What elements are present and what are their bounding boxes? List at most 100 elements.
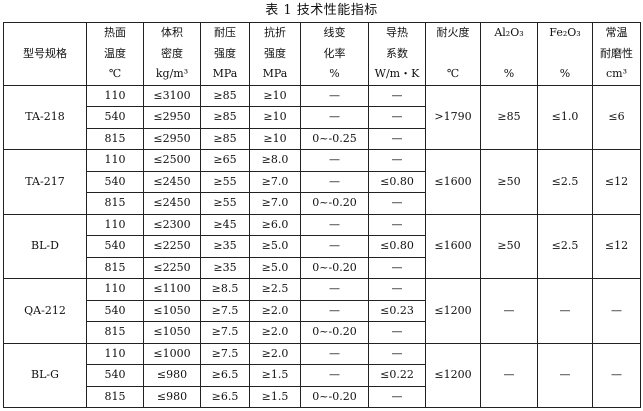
cell-flexural-strength: ≥5.0 (249, 256, 301, 279)
cell-linear-change: — (300, 342, 369, 365)
cell-linear-change: — (300, 84, 369, 107)
cell-flexural-strength: ≥10 (249, 106, 301, 129)
cell-linear-change: — (300, 364, 369, 387)
cell-abrasion: — (592, 278, 641, 344)
cell-thermal-conductivity: — (368, 342, 426, 365)
cell-model: TA-217 (3, 149, 87, 215)
cell-flexural-strength: ≥10 (249, 84, 301, 107)
cell-thermal-conductivity: ≤0.80 (368, 235, 426, 258)
cell-bulk-density: ≤3100 (143, 84, 201, 107)
table-row: 540 ≤2450 ≥55 ≥7.0— ≤0.80 (4, 170, 641, 193)
header-line: ℃ (446, 67, 460, 80)
cell-refractoriness: ≤1600 (425, 213, 481, 279)
cell-refractoriness: ≤1200 (425, 342, 481, 408)
header-refractoriness: 耐火度 ℃ (425, 22, 481, 86)
table-row: 540 ≤1050 ≥7.5 ≥2.0— ≤0.23 (4, 299, 641, 322)
cell-thermal-conductivity: — (368, 127, 426, 150)
cell-hot-face-temp: 110 (86, 149, 144, 172)
header-line: Fe₂O₃ (549, 26, 581, 39)
cell-hot-face-temp: 110 (86, 342, 144, 365)
cell-bulk-density: ≤2300 (143, 213, 201, 236)
header-line: 体积 (161, 26, 183, 39)
header-al2o3: Al₂O₃% (480, 22, 538, 86)
cell-model: BL-D (3, 213, 87, 279)
header-line (538, 44, 592, 65)
header-line: % (559, 67, 571, 80)
cell-compressive-strength: ≥7.5 (200, 342, 250, 365)
cell-linear-change: 0~-0.20 (300, 192, 369, 215)
cell-hot-face-temp: 815 (86, 385, 144, 408)
cell-al2o3: ≥50 (480, 213, 538, 279)
cell-compressive-strength: ≥35 (200, 256, 250, 279)
header-thermal-conductivity: 导热 系数 W/m・K (368, 22, 426, 86)
header-line: 化率 (323, 46, 346, 60)
cell-flexural-strength: ≥1.5 (249, 385, 301, 408)
cell-flexural-strength: ≥6.0 (249, 213, 301, 236)
header-line: 密度 (161, 46, 183, 60)
cell-compressive-strength: ≥45 (200, 213, 250, 236)
cell-linear-change: — (300, 106, 369, 129)
header-abrasion: 常温 耐磨性 cm³ (592, 22, 641, 86)
cell-fe2o3: ≤1.0 (537, 84, 593, 150)
cell-flexural-strength: ≥2.0 (249, 299, 301, 322)
header-compressive-strength: 耐压 强度 MPa (200, 22, 250, 86)
cell-linear-change: — (300, 278, 369, 301)
table-row: 540 ≤2950 ≥85 ≥10— — (4, 106, 641, 129)
cell-bulk-density: ≤2950 (143, 127, 201, 150)
cell-bulk-density: ≤2950 (143, 106, 201, 129)
header-line: cm³ (605, 67, 627, 80)
header-line: 强度 (214, 46, 236, 60)
header-line: 温度 (104, 46, 126, 60)
cell-hot-face-temp: 540 (86, 299, 144, 322)
cell-model: BL-G (3, 342, 87, 408)
cell-al2o3: — (480, 278, 538, 344)
cell-model: QA-212 (3, 278, 87, 344)
cell-thermal-conductivity: — (368, 385, 426, 408)
cell-abrasion: ≤6 (592, 84, 641, 150)
table-row: BL-G 110 ≤1000 ≥7.5 ≥2.0— — ≤1200— — — (3, 342, 641, 408)
cell-linear-change: 0~-0.20 (300, 321, 369, 344)
header-line (481, 44, 537, 65)
header-line: 抗折 (264, 26, 286, 39)
header-model: 型号规格 (3, 22, 87, 86)
cell-thermal-conductivity: — (368, 213, 426, 236)
cell-compressive-strength: ≥85 (200, 84, 250, 107)
header-row: 型号规格 热面 温度 ℃ 体积 密度 kg/m³ 耐压 强度 MPa 抗折 强度 MPa 线变 化率% 导热系… (3, 22, 641, 86)
header-line: kg/m³ (155, 67, 189, 80)
cell-linear-change: — (300, 299, 369, 322)
header-line: % (329, 67, 340, 80)
header-flexural-strength: 抗折 强度 MPa (249, 22, 301, 86)
table-title: 表 1 技术性能指标 (265, 3, 378, 18)
header-line: Al₂O₃ (494, 26, 524, 39)
cell-linear-change: 0~-0.20 (300, 256, 369, 279)
cell-compressive-strength: ≥6.5 (200, 385, 250, 408)
header-fe2o3: Fe₂O₃% (537, 22, 593, 86)
cell-thermal-conductivity: — (368, 192, 426, 215)
cell-bulk-density: ≤2450 (143, 192, 201, 215)
header-line: 耐磨性 (600, 46, 633, 60)
table-row: 815 ≤980 ≥6.5 ≥1.5 0~-0.20— (4, 385, 641, 408)
cell-fe2o3: ≤2.5 (537, 213, 593, 279)
cell-hot-face-temp: 540 (86, 364, 144, 387)
cell-flexural-strength: ≥7.0 (249, 170, 301, 193)
table-row: TA-217 110 ≤2500 ≥65 ≥8.0— — ≤1600 ≥50 ≤2.5 ≤12 (3, 149, 641, 215)
cell-thermal-conductivity: — (368, 321, 426, 344)
cell-compressive-strength: ≥85 (200, 106, 250, 129)
cell-compressive-strength: ≥55 (200, 170, 250, 193)
cell-thermal-conductivity: ≤0.80 (368, 170, 426, 193)
cell-bulk-density: ≤1000 (143, 342, 201, 365)
cell-hot-face-temp: 815 (86, 256, 144, 279)
cell-bulk-density: ≤2250 (143, 256, 201, 279)
cell-thermal-conductivity: — (368, 106, 426, 129)
cell-bulk-density: ≤1050 (143, 299, 201, 322)
cell-thermal-conductivity: ≤0.23 (368, 299, 426, 322)
cell-fe2o3: — (537, 342, 593, 408)
cell-compressive-strength: ≥8.5 (200, 278, 250, 301)
cell-al2o3: — (480, 342, 538, 408)
cell-abrasion: — (592, 342, 641, 408)
header-line: MPa (212, 67, 238, 80)
cell-al2o3: ≥50 (480, 149, 538, 215)
cell-abrasion: ≤12 (592, 213, 641, 279)
header-line: W/m・K (374, 67, 420, 80)
cell-compressive-strength: ≥7.5 (200, 299, 250, 322)
